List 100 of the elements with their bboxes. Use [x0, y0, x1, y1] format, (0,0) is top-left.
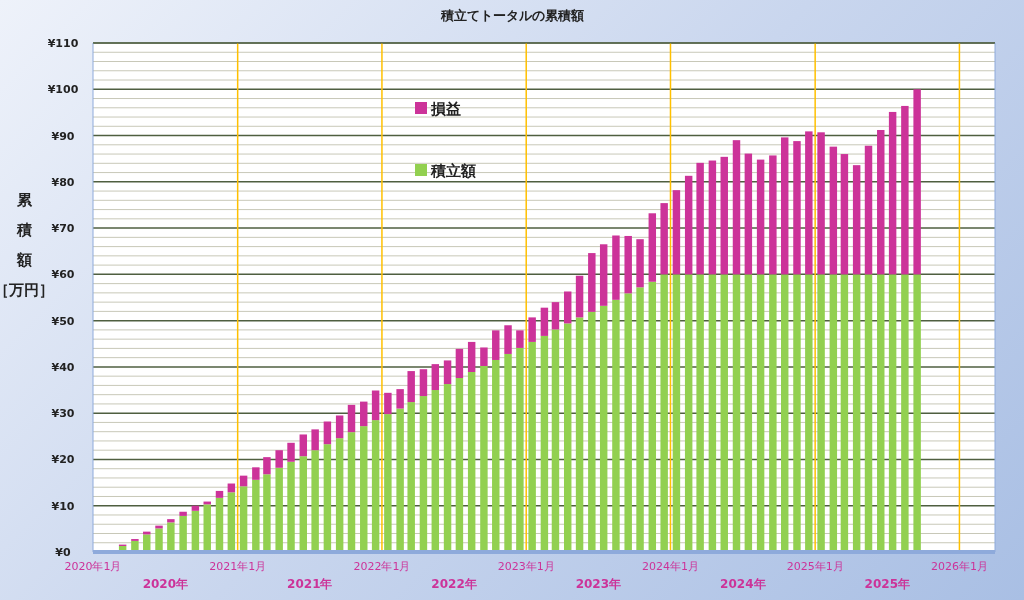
x-tick-label: 2022年1月 [353, 560, 411, 573]
bar [323, 421, 332, 445]
bar [636, 239, 644, 288]
bar [407, 402, 415, 552]
bar [599, 305, 608, 552]
bar [275, 450, 283, 468]
y-tick-label: ¥10 [51, 499, 75, 513]
bar [648, 281, 657, 552]
bar [179, 511, 187, 516]
bar [563, 291, 572, 324]
bar [684, 175, 693, 275]
bar [599, 244, 608, 306]
bar [913, 274, 921, 552]
bar [311, 429, 319, 451]
bar [407, 371, 415, 403]
bar [660, 203, 668, 275]
bar [708, 274, 717, 552]
bar [360, 401, 368, 427]
bar [636, 287, 644, 552]
bar [793, 141, 801, 275]
bar [480, 365, 488, 552]
bar [575, 275, 584, 318]
bar [805, 274, 813, 552]
bar [793, 274, 801, 552]
bar [299, 434, 308, 457]
bar [191, 505, 200, 511]
y-tick-label: ¥60 [51, 268, 75, 282]
bar [672, 274, 681, 552]
bar [540, 307, 549, 336]
bar [252, 479, 260, 552]
bar [167, 522, 175, 552]
bar [864, 145, 873, 275]
bar [323, 444, 332, 552]
bar [708, 160, 717, 275]
bar [371, 390, 380, 421]
bar [287, 442, 295, 462]
bar [864, 274, 873, 552]
bar [467, 341, 476, 372]
text: 2020年 [142, 577, 189, 591]
bar [744, 153, 753, 275]
y-tick-label: ¥110 [47, 37, 79, 50]
bar [311, 450, 319, 552]
bar [829, 274, 838, 552]
bar [732, 274, 741, 552]
bar [516, 330, 524, 348]
bar [492, 359, 500, 552]
bar [696, 274, 704, 552]
bar [504, 353, 512, 552]
bar [840, 274, 849, 552]
bar [443, 384, 452, 552]
y-tick-label: ¥90 [51, 129, 75, 143]
bar [396, 408, 404, 552]
x-tick-label: 2021年1月 [209, 560, 267, 573]
bar [516, 347, 524, 552]
x-tick-label: 2025年1月 [786, 560, 844, 573]
bar [563, 323, 572, 552]
bar [551, 302, 560, 330]
bar [805, 131, 813, 275]
bar [840, 154, 849, 275]
x-tick-label: 2024年1月 [641, 560, 699, 573]
bar [888, 111, 897, 275]
bar [396, 389, 404, 409]
bar [612, 299, 620, 552]
bar [852, 165, 861, 275]
bar [684, 274, 693, 552]
y-tick-label: ¥100 [47, 83, 79, 97]
bar [299, 456, 308, 552]
bar [817, 274, 825, 552]
bar [672, 190, 681, 275]
bar [624, 235, 632, 294]
y-tick-label: ¥80 [51, 175, 75, 189]
bar [612, 235, 620, 300]
bar [167, 519, 175, 523]
bar [780, 274, 789, 552]
text: 2022年 [431, 577, 477, 591]
bar [335, 415, 344, 439]
bar [455, 348, 464, 379]
text: 2025年 [864, 577, 910, 591]
legend-label: 損益 [430, 100, 461, 118]
bar [275, 467, 283, 552]
bar [227, 492, 236, 552]
bar [540, 335, 549, 552]
bar [360, 426, 368, 552]
bar [720, 274, 728, 552]
bar [769, 274, 777, 552]
bar [215, 490, 224, 498]
bar [575, 317, 584, 552]
bar [648, 213, 657, 282]
y-tick-label: ¥50 [51, 314, 75, 328]
bar [480, 347, 488, 366]
bar [203, 504, 211, 552]
x-tick-label: 2020年1月 [64, 560, 122, 573]
bar [551, 329, 560, 552]
bar [817, 132, 825, 275]
bar [384, 392, 392, 415]
bar [431, 364, 440, 391]
bar [347, 404, 356, 433]
bar [263, 457, 271, 475]
y-tick-label: ¥0 [55, 546, 71, 559]
bar [624, 293, 632, 552]
